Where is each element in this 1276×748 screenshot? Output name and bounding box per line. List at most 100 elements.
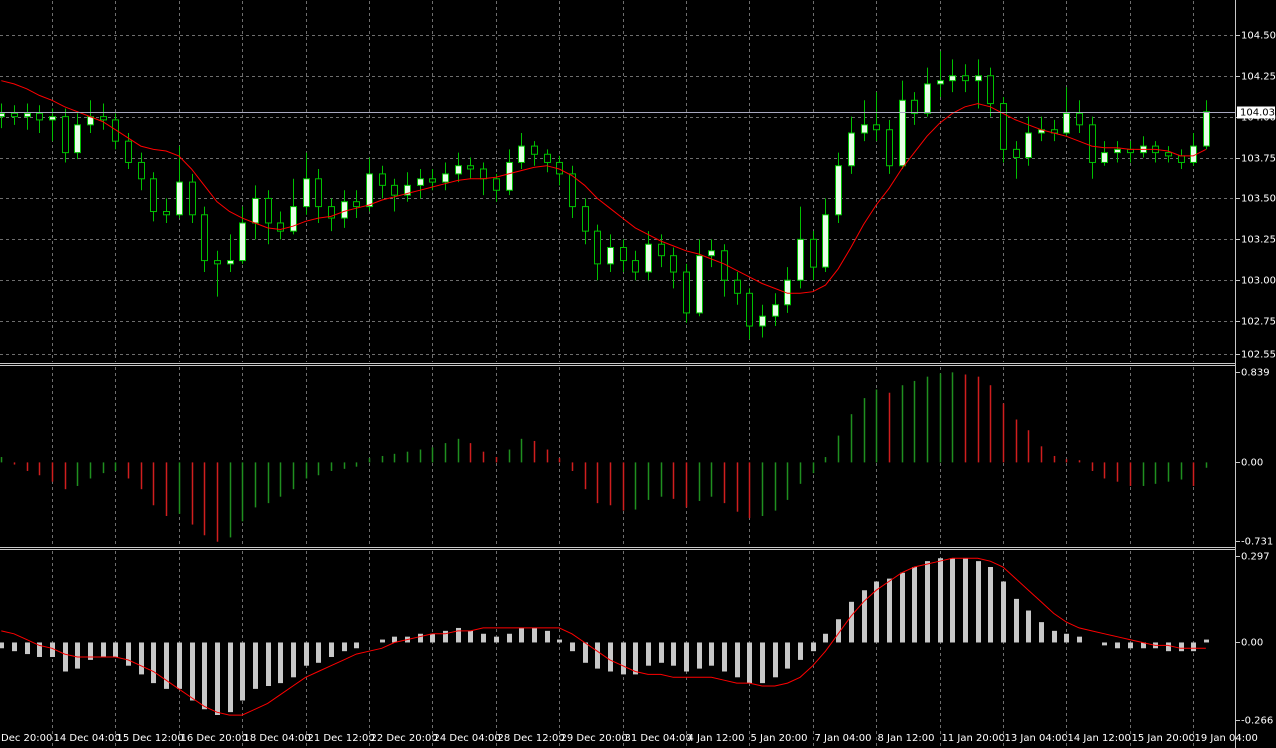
- candle-body: [442, 173, 449, 183]
- moving-average: [1, 80, 1207, 294]
- y-tick-label: 0.839: [1241, 368, 1270, 379]
- candle-body: [822, 214, 829, 268]
- candle-body: [455, 165, 462, 175]
- candle-body: [1063, 112, 1070, 134]
- x-tick-label: 14 Dec 04:00: [54, 733, 121, 744]
- candle-body: [746, 292, 753, 327]
- candle-body: [835, 165, 842, 216]
- y-tick-label: 102.75: [1241, 317, 1276, 328]
- candle-body: [658, 243, 665, 257]
- y-tick-label: 103.50: [1241, 194, 1276, 205]
- candle-body: [797, 238, 804, 281]
- candle-body: [1165, 152, 1172, 157]
- candle-body: [201, 214, 208, 262]
- candle-body: [0, 112, 5, 118]
- candle-body: [734, 279, 741, 294]
- y-tick-label: 103.00: [1241, 276, 1276, 287]
- candle-body: [708, 250, 715, 257]
- candle-body: [112, 119, 119, 142]
- candle-body: [429, 178, 436, 183]
- candle-body: [74, 124, 81, 154]
- candle-body: [670, 255, 677, 273]
- candle-body: [1000, 103, 1007, 150]
- candle-body: [125, 140, 132, 163]
- candle-body: [189, 181, 196, 216]
- x-tick-label: 14 Jan 12:00: [1068, 733, 1131, 744]
- signal-line: [1, 557, 1206, 716]
- candle-body: [290, 206, 297, 232]
- candle-body: [404, 184, 411, 196]
- candle-body: [683, 271, 690, 314]
- candle-body: [632, 260, 639, 273]
- candle-body: [36, 112, 43, 121]
- candle-body: [1025, 132, 1032, 159]
- candle-body: [265, 197, 272, 224]
- x-tick-label: 8 Jan 12:00: [878, 733, 935, 744]
- candle-body: [49, 116, 56, 121]
- candle-body: [493, 178, 500, 191]
- candle-body: [1101, 152, 1108, 163]
- x-tick-label: 7 Jan 04:00: [815, 733, 872, 744]
- y-tick-label: 103.25: [1241, 235, 1276, 246]
- candle-body: [1178, 155, 1185, 163]
- candle-body: [569, 173, 576, 208]
- candle-body: [62, 116, 69, 154]
- candle-body: [1114, 148, 1121, 154]
- x-tick-label: 29 Dec 20:00: [561, 733, 628, 744]
- candle-body: [1089, 124, 1096, 163]
- candle-body: [227, 260, 234, 265]
- y-tick-label: 104.25: [1241, 72, 1276, 83]
- candle-body: [810, 238, 817, 268]
- candle-body: [772, 304, 779, 317]
- candle-body: [949, 75, 956, 82]
- candle-body: [911, 99, 918, 114]
- candle-body: [277, 222, 284, 232]
- y-tick-label: 0.297: [1241, 552, 1270, 563]
- candle-body: [759, 315, 766, 327]
- candle-body: [924, 83, 931, 114]
- x-tick-label: 18 Dec 04:00: [244, 733, 311, 744]
- candle-body: [379, 173, 386, 186]
- candle-body: [417, 178, 424, 186]
- candle-body: [252, 197, 259, 224]
- candle-body: [937, 80, 944, 85]
- candle-body: [506, 161, 513, 191]
- candle-body: [303, 178, 310, 208]
- x-tick-label: 24 Dec 04:00: [434, 733, 501, 744]
- candle-body: [962, 75, 969, 82]
- current-price-box: [1237, 106, 1275, 119]
- candle-body: [975, 75, 982, 82]
- x-tick-label: 21 Dec 12:00: [308, 733, 375, 744]
- candle-body: [315, 178, 322, 208]
- candle-body: [214, 260, 221, 265]
- candle-body: [480, 168, 487, 180]
- x-tick-label: 13 Jan 04:00: [1005, 733, 1068, 744]
- candle-body: [582, 206, 589, 232]
- candle-body: [899, 99, 906, 167]
- x-tick-label: 31 Dec 04:00: [625, 733, 692, 744]
- candle-body: [886, 129, 893, 167]
- x-tick-label: 11 Jan 20:00: [942, 733, 1005, 744]
- candle-body: [645, 243, 652, 273]
- y-tick-label: 0.00: [1241, 638, 1263, 649]
- x-tick-label: 4 Jan 12:00: [688, 733, 745, 744]
- candle-body: [11, 112, 18, 118]
- candle-body: [518, 145, 525, 163]
- candle-body: [100, 116, 107, 121]
- candle-body: [594, 230, 601, 265]
- candle-body: [467, 165, 474, 170]
- x-tick-label: 16 Dec 20:00: [181, 733, 248, 744]
- candle-body: [138, 161, 145, 180]
- candle-body: [150, 178, 157, 213]
- x-tick-label: 19 Jan 04:00: [1195, 733, 1258, 744]
- y-tick-label: -0.731: [1241, 537, 1273, 548]
- candle-body: [531, 145, 538, 155]
- candle-body: [861, 124, 868, 134]
- candle-body: [328, 206, 335, 219]
- candle-body: [848, 132, 855, 167]
- x-tick-label: 15 Jan 20:00: [1132, 733, 1195, 744]
- x-tick-label: 5 Jan 20:00: [751, 733, 808, 744]
- candle-body: [1076, 112, 1083, 126]
